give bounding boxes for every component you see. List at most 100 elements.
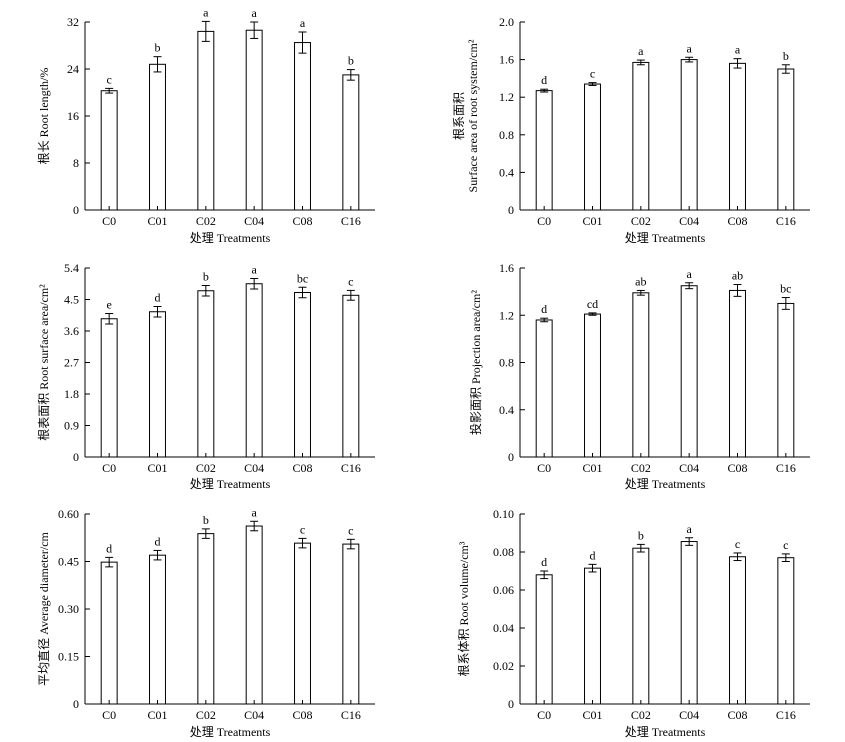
significance-label: bc <box>297 271 308 285</box>
y-tick-label: 8 <box>73 156 79 170</box>
x-tick-label: C02 <box>631 214 651 228</box>
bar-c08 <box>729 556 746 705</box>
bar-c01 <box>149 63 166 211</box>
y-tick-label: 0.45 <box>58 555 79 569</box>
x-tick-label: C16 <box>776 708 796 722</box>
y-axis-label: 根表面积 Root surface area/cm² <box>37 284 51 441</box>
x-tick-label: C0 <box>537 461 551 475</box>
significance-label: b <box>203 270 209 284</box>
significance-label: b <box>638 528 644 542</box>
bar-c02 <box>197 30 215 211</box>
x-tick-label: C08 <box>727 214 747 228</box>
x-tick-label: C04 <box>679 461 699 475</box>
bar-c04 <box>680 59 698 211</box>
x-tick-label: C08 <box>727 708 747 722</box>
x-tick-label: C08 <box>292 461 312 475</box>
bar-c02 <box>632 547 650 705</box>
y-tick-label: 0.08 <box>493 545 514 559</box>
bar-c01 <box>584 83 601 211</box>
significance-label: a <box>300 16 306 30</box>
bar-c0 <box>535 574 553 705</box>
x-tick-label: C0 <box>537 708 551 722</box>
significance-label: b <box>348 54 354 68</box>
significance-label: c <box>783 538 788 552</box>
x-tick-label: C04 <box>679 214 699 228</box>
y-tick-label: 0.10 <box>493 507 514 521</box>
chart-panel-2: 0 0.4 0.8 1.2 1.6 2.0 d C0 c C01 a C02 a C04 a C08 b C16 处… <box>452 15 810 245</box>
x-axis-label: 处理 Treatments <box>625 725 706 739</box>
x-tick-label: C16 <box>341 214 361 228</box>
significance-label: a <box>735 43 741 57</box>
y-tick-label: 0.60 <box>58 507 79 521</box>
chart-panel-1: 0 8 16 24 32 c C0 b C01 a C02 a C04 a C08 b C16 处理 Treatm… <box>37 5 375 245</box>
y-tick-label: 0.9 <box>64 419 79 433</box>
significance-label: a <box>252 6 258 20</box>
y-tick-label: 24 <box>67 62 79 76</box>
y-tick-label: 0 <box>73 203 79 217</box>
x-tick-label: C08 <box>727 461 747 475</box>
significance-label: cd <box>587 297 598 311</box>
y-axis-label: 根系体积 Root volume/cm³ <box>457 541 471 676</box>
y-tick-label: 3.6 <box>64 324 79 338</box>
y-axis-label: 根长 Root length/% <box>37 68 51 165</box>
significance-label: c <box>300 522 305 536</box>
y-tick-label: 0.02 <box>493 659 514 673</box>
bar-c0 <box>535 90 553 211</box>
chart-panel-5: 0 0.15 0.30 0.45 0.60 d C0 d C01 b C02 a C04 c C08 c C16… <box>37 505 375 739</box>
x-tick-label: C02 <box>196 461 216 475</box>
x-tick-label: C0 <box>102 708 116 722</box>
bar-c16 <box>777 68 795 211</box>
bar-c04 <box>680 541 698 705</box>
bar-c08 <box>294 292 311 458</box>
x-tick-label: C02 <box>196 708 216 722</box>
bar-c16 <box>342 74 360 211</box>
significance-label: d <box>541 73 547 87</box>
y-axis-label: 平均直径 Average diameter/cm <box>37 531 51 685</box>
bar-c08 <box>729 62 746 211</box>
y-axis-label: 根系面积 <box>452 92 466 140</box>
charts-root: 0 8 16 24 32 c C0 b C01 a C02 a C04 a C08 b C16 处理 Treatm… <box>37 5 810 739</box>
significance-label: d <box>106 541 112 555</box>
bar-c08 <box>729 289 746 458</box>
bar-c0 <box>100 318 118 458</box>
x-axis-label: 处理 Treatments <box>190 231 271 245</box>
x-tick-label: C16 <box>776 461 796 475</box>
x-tick-label: C0 <box>537 214 551 228</box>
bar-c02 <box>632 61 650 211</box>
bar-c01 <box>584 313 601 458</box>
y-tick-label: 0 <box>508 697 514 711</box>
significance-label: d <box>541 302 547 316</box>
significance-label: e <box>107 298 112 312</box>
bar-c04 <box>245 29 263 211</box>
significance-label: a <box>203 5 209 19</box>
significance-label: c <box>348 523 353 537</box>
y-tick-label: 0 <box>73 450 79 464</box>
x-tick-label: C08 <box>292 214 312 228</box>
significance-label: a <box>638 44 644 58</box>
y-tick-label: 0.06 <box>493 583 514 597</box>
y-tick-label: 1.6 <box>499 261 514 275</box>
x-tick-label: C0 <box>102 214 116 228</box>
x-tick-label: C04 <box>244 708 264 722</box>
bar-c02 <box>197 290 215 458</box>
bar-c02 <box>197 533 215 705</box>
y-tick-label: 0.4 <box>499 165 514 179</box>
bar-c04 <box>245 525 263 705</box>
x-tick-label: C01 <box>582 461 602 475</box>
y-tick-label: 1.2 <box>499 90 514 104</box>
significance-label: c <box>590 67 595 81</box>
bar-c16 <box>777 557 795 705</box>
significance-label: c <box>735 537 740 551</box>
bar-c0 <box>100 561 118 705</box>
significance-label: a <box>252 505 258 519</box>
x-tick-label: C02 <box>196 214 216 228</box>
y-tick-label: 2.7 <box>64 356 79 370</box>
x-tick-label: C16 <box>341 708 361 722</box>
x-axis-label: 处理 Treatments <box>190 725 271 739</box>
bar-c08 <box>294 542 311 705</box>
significance-label: a <box>687 522 693 536</box>
bar-c0 <box>100 90 118 211</box>
x-tick-label: C04 <box>679 708 699 722</box>
significance-label: b <box>783 49 789 63</box>
y-tick-label: 16 <box>67 109 79 123</box>
